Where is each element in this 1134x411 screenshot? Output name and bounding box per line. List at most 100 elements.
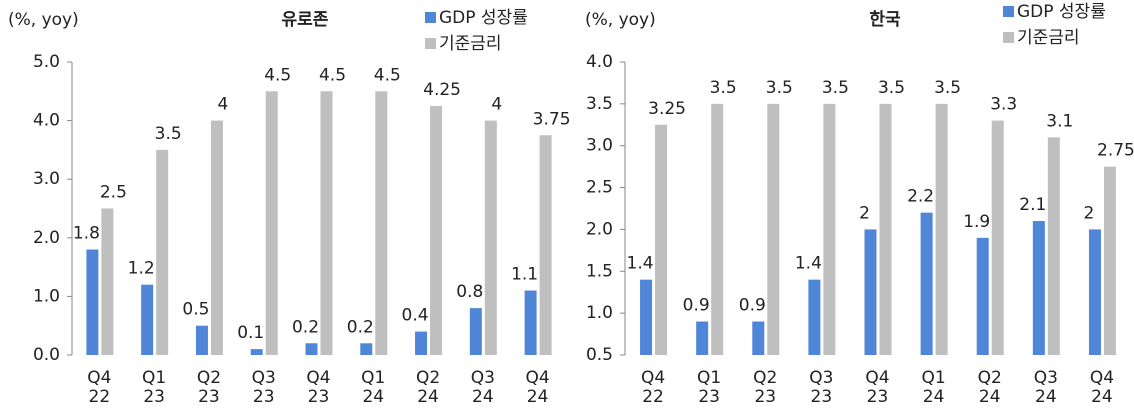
data-label: 3.3 [990,95,1017,115]
y-tick-label: 3.5 [586,94,613,114]
data-label: 3.5 [878,78,905,98]
legend-swatch [425,12,436,23]
data-label: 1.2 [128,259,155,279]
legend-label: 기준금리 [1017,28,1080,48]
y-tick-label: 3.0 [33,169,60,189]
x-tick-label: Q4 22 [87,368,112,407]
bar [415,331,428,355]
bar [1032,221,1045,355]
bar [696,321,709,355]
legend-swatch [425,38,436,49]
bar [808,279,821,355]
data-label: 2.75 [1097,141,1134,161]
bar [524,290,537,355]
bar [767,103,780,355]
x-tick-label: Q1 23 [697,368,722,407]
y-tick-label: 5.0 [33,52,60,72]
y-tick-label: 2.5 [586,178,613,198]
data-label: 1.8 [73,224,100,244]
data-label: 0.8 [456,282,483,302]
data-label: 2.2 [907,187,934,207]
bar [823,103,836,355]
bar [86,249,99,355]
bar [484,120,497,355]
x-tick-label: Q4 24 [525,368,550,407]
data-label: 4.5 [264,65,291,85]
data-label: 3.5 [766,78,793,98]
data-label: 3.5 [710,78,737,98]
bar [1103,166,1116,355]
y-tick-label: 2.0 [586,219,613,239]
x-tick-label: Q1 24 [921,368,946,407]
bar [864,229,877,355]
data-label: 3.25 [648,99,686,119]
data-label: 3.5 [155,124,182,144]
x-tick-label: Q3 23 [809,368,834,407]
bar [195,325,208,355]
legend-swatch [1003,6,1014,17]
data-label: 3.5 [934,78,961,98]
y-axis-label: (%, yoy) [585,10,656,30]
bar [655,124,668,356]
x-tick-label: Q1 23 [142,368,167,407]
bar [1047,137,1060,355]
bar [640,279,653,355]
x-tick-label: Q3 24 [470,368,495,407]
chart-title: 한국 [869,10,901,30]
x-tick-label: Q2 24 [977,368,1002,407]
x-tick-label: Q4 22 [640,368,666,407]
bar [360,343,373,355]
y-tick-label: 1.5 [586,261,613,281]
bar [375,91,388,356]
data-label: 0.5 [182,300,209,320]
y-tick-label: 3.0 [586,136,613,156]
data-label: 1.4 [795,254,822,274]
bar [935,103,948,355]
data-label: 4 [218,95,229,115]
data-label: 4 [491,95,502,115]
bar [539,135,552,355]
data-label: 0.4 [402,306,429,326]
bar [991,120,1004,355]
bar [265,91,278,356]
data-label: 2.5 [100,183,127,203]
y-tick-label: 4.0 [33,111,60,131]
x-tick-label: Q4 23 [306,368,331,407]
chart-title: 유로존 [282,10,329,30]
bar [752,321,765,355]
data-label: 4.25 [423,80,461,100]
bar [469,308,482,355]
bar [250,349,263,355]
data-label: 3.75 [533,109,571,129]
y-tick-label: 0.0 [33,345,60,365]
x-tick-label: Q2 23 [196,368,222,407]
x-tick-label: Q4 24 [1089,368,1115,407]
data-label: 2 [859,203,870,223]
bar [976,237,989,355]
x-tick-label: Q1 24 [361,368,386,407]
data-label: 0.1 [237,323,264,343]
bar [711,103,724,355]
y-tick-label: 2.0 [33,228,60,248]
x-tick-label: Q3 23 [251,368,276,407]
legend-label: 기준금리 [439,34,502,54]
data-label: 3.5 [822,78,849,98]
bar [430,105,443,355]
data-label: 2.1 [1019,195,1046,215]
bar [320,91,333,356]
bar [156,149,169,355]
bar [101,208,114,355]
data-label: 2 [1084,203,1095,223]
bar [879,103,892,355]
legend-swatch [1003,32,1014,43]
data-label: 1.4 [627,254,654,274]
x-tick-label: Q3 24 [1033,368,1058,407]
bar [1088,229,1101,355]
data-label: 0.2 [347,317,374,337]
data-label: 0.9 [739,296,766,316]
data-label: 1.1 [511,265,538,285]
legend-label: GDP 성장률 [439,8,528,28]
bar [141,284,154,355]
bar [920,212,933,355]
